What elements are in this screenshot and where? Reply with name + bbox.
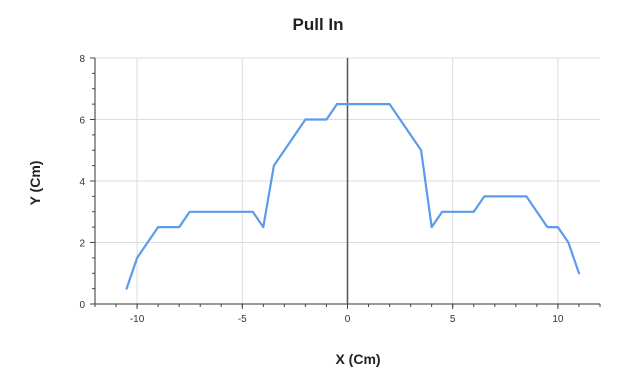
x-tick-label: 5 [450,314,456,325]
x-tick-label: -5 [238,314,247,325]
x-tick-label: -10 [130,314,145,325]
y-tick-label: 2 [79,239,85,250]
axes [90,57,601,309]
x-axis-label: X (Cm) [335,351,380,367]
y-tick-label: 6 [79,116,85,127]
series [125,102,581,290]
x-tick-label: 10 [552,314,564,325]
chart-title: Pull In [293,15,344,34]
tick-labels: 0 2 4 6 8 -10 -5 0 5 10 [79,54,563,325]
y-tick-label: 4 [79,177,85,188]
series-line-0 [125,102,581,290]
y-tick-label: 8 [79,54,85,65]
y-tick-label: 0 [79,300,85,311]
y-axis-label: Y (Cm) [27,161,43,206]
x-tick-label: 0 [345,314,351,325]
